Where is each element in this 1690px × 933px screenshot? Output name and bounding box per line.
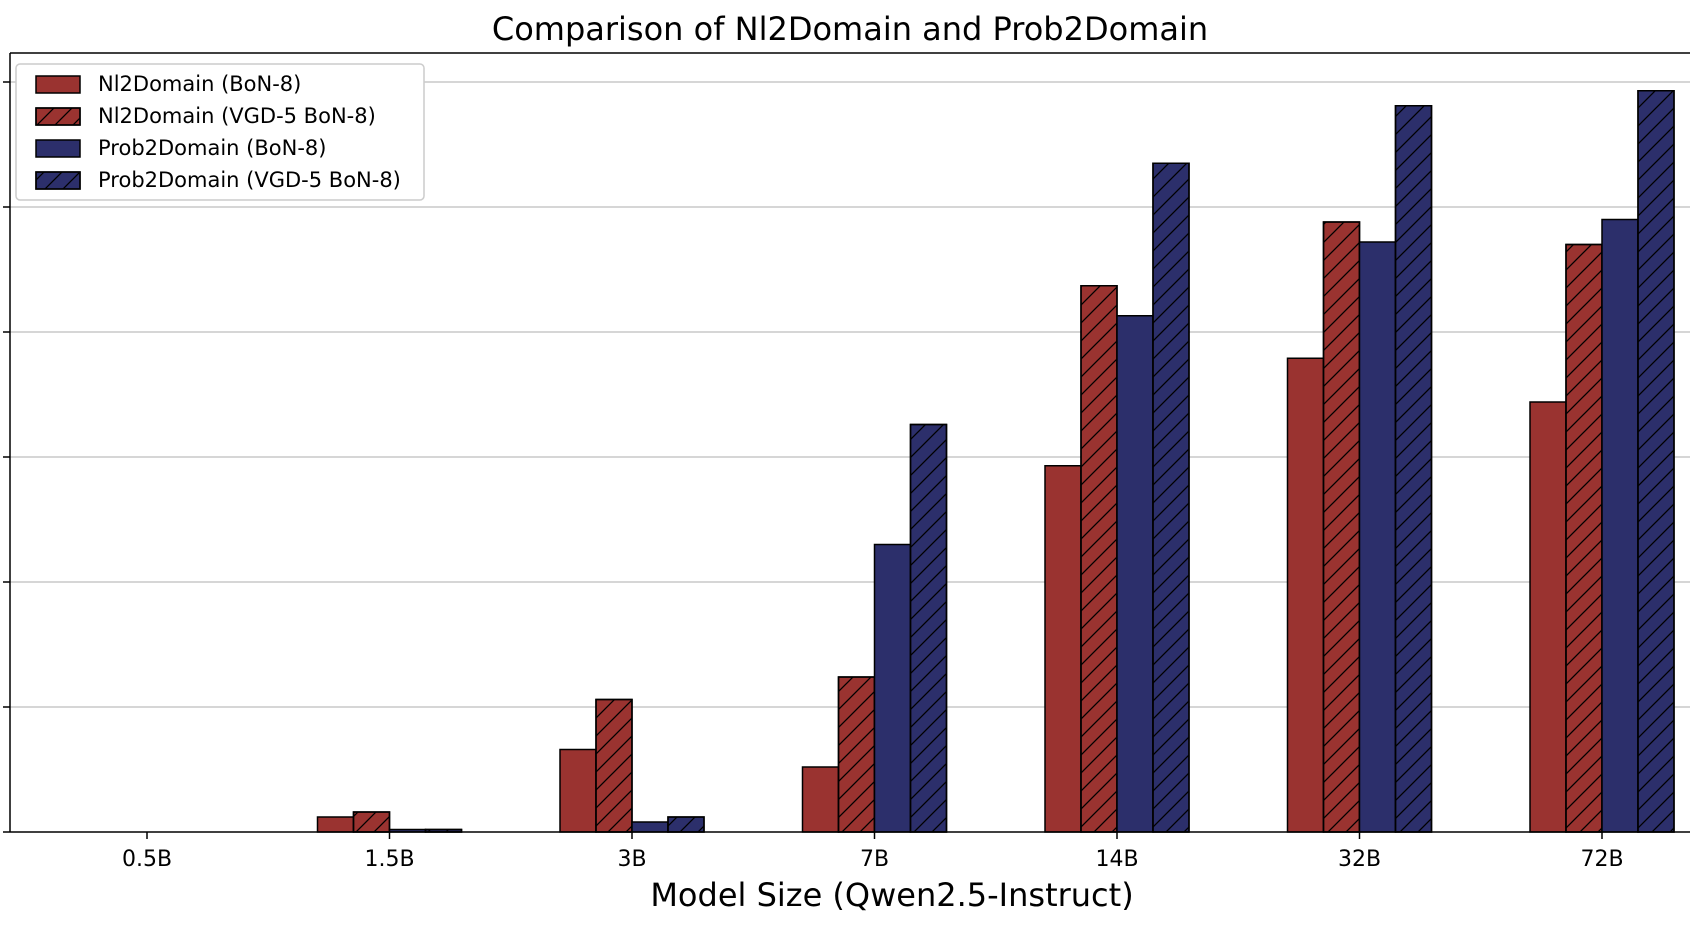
bar-fill — [801, 766, 840, 833]
bar-hatch — [909, 423, 948, 833]
bar — [1116, 315, 1154, 833]
legend: Nl2Domain (BoN-8) Nl2Domain (VGD-5 BoN-8)… — [15, 63, 425, 201]
legend-swatch-hatch — [35, 171, 81, 190]
bar-fill — [1044, 465, 1082, 833]
x-tick-label: 0.5B — [122, 847, 172, 872]
axes — [9, 52, 1690, 833]
bar-hatch — [1152, 162, 1190, 833]
bar — [873, 543, 912, 833]
legend-label: Prob2Domain (BoN-8) — [98, 136, 326, 160]
bar-hatch — [1637, 90, 1675, 833]
bar — [559, 748, 597, 833]
bar — [1529, 401, 1567, 833]
x-axis-label: Model Size (Qwen2.5-Instruct) — [650, 876, 1133, 914]
bar — [1286, 357, 1325, 833]
bar-hatch — [1322, 221, 1361, 833]
bar-fill — [631, 821, 669, 833]
bar-fill — [1116, 315, 1154, 833]
bar-fill — [1286, 357, 1325, 833]
bar-hatch — [595, 698, 633, 833]
bar — [1358, 241, 1397, 833]
bar — [909, 423, 948, 833]
legend-label: Prob2Domain (VGD-5 BoN-8) — [98, 168, 401, 192]
x-tick-label: 3B — [617, 847, 646, 872]
bar — [1044, 465, 1082, 833]
bar — [1080, 285, 1118, 833]
bar — [1394, 105, 1433, 833]
bar-fill — [1358, 241, 1397, 833]
legend-label: Nl2Domain (BoN-8) — [98, 72, 301, 96]
bar-hatch — [837, 676, 876, 833]
x-tick-label: 14B — [1095, 847, 1138, 872]
x-tick-label: 1.5B — [364, 847, 414, 872]
bar — [801, 766, 840, 833]
bar — [1565, 243, 1603, 833]
bar — [1601, 218, 1639, 833]
legend-swatch — [35, 139, 81, 158]
bar — [667, 816, 705, 833]
bar — [352, 811, 391, 833]
bar-fill — [1529, 401, 1567, 833]
x-tick-label: 72B — [1580, 847, 1623, 872]
bar — [1322, 221, 1361, 833]
bars — [316, 90, 1675, 833]
x-tick-label: 32B — [1338, 847, 1381, 872]
bar-fill — [873, 543, 912, 833]
bar-fill — [316, 816, 355, 833]
chart-title: Comparison of Nl2Domain and Prob2Domain — [492, 10, 1208, 48]
bar-hatch — [1080, 285, 1118, 833]
legend-swatch-hatch — [35, 107, 81, 126]
legend-frame — [15, 63, 425, 201]
bar-fill — [1601, 218, 1639, 833]
bar-hatch — [1394, 105, 1433, 833]
bar-hatch — [352, 811, 391, 833]
bar — [631, 821, 669, 833]
legend-swatch — [35, 75, 81, 94]
x-axis-ticks: 0.5B 1.5B 3B 7B 14B 32B 72B — [3, 81, 1624, 872]
legend-label: Nl2Domain (VGD-5 BoN-8) — [98, 104, 376, 128]
bar — [316, 816, 355, 833]
bar-hatch — [1565, 243, 1603, 833]
bar — [837, 676, 876, 833]
bar-fill — [559, 748, 597, 833]
bar-hatch — [667, 816, 705, 833]
x-tick-label: 7B — [860, 847, 889, 872]
bar — [595, 698, 633, 833]
bar — [1152, 162, 1190, 833]
bar — [1637, 90, 1675, 833]
